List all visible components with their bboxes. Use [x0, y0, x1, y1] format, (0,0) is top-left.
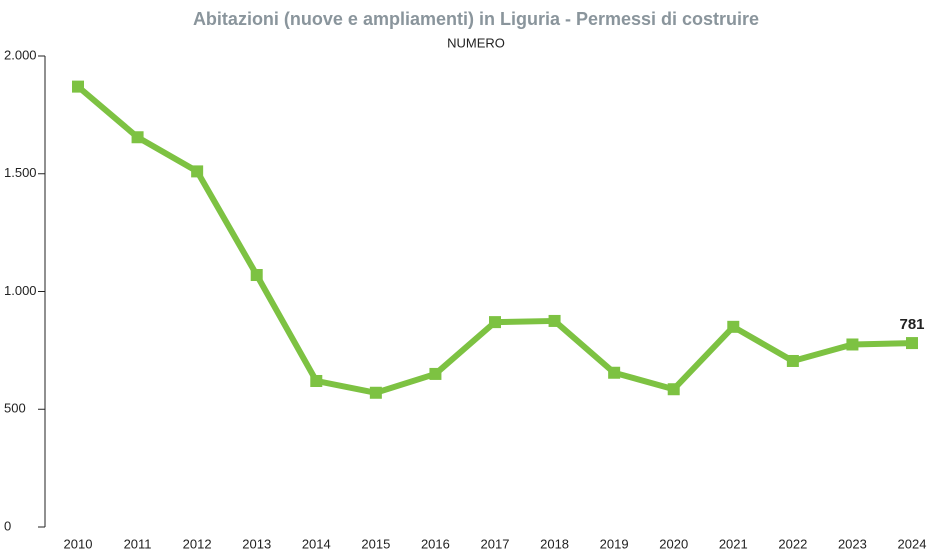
- point-marker: [846, 338, 859, 351]
- point-marker: [489, 316, 501, 329]
- point-marker: [131, 131, 144, 144]
- point-marker: [608, 366, 621, 379]
- chart-title: Abitazioni (nuove e ampliamenti) in Ligu…: [193, 9, 759, 29]
- point-marker: [429, 367, 442, 380]
- point-marker: [250, 269, 263, 282]
- x-tick-label: 2012: [183, 536, 212, 551]
- point-marker: [310, 374, 323, 387]
- x-tick-label: 2021: [719, 536, 748, 551]
- y-tick-label: 2.000: [4, 47, 37, 62]
- x-tick-label: 2017: [481, 536, 510, 551]
- x-tick-label: 2019: [600, 536, 629, 551]
- point-marker: [906, 337, 918, 350]
- y-tick-label: 1.500: [4, 165, 37, 180]
- chart-subtitle: NUMERO: [447, 35, 505, 50]
- x-tick-label: 2022: [778, 536, 807, 551]
- x-tick-label: 2015: [361, 536, 390, 551]
- x-tick-label: 2020: [659, 536, 688, 551]
- x-tick-label: 2011: [124, 536, 152, 551]
- point-marker: [548, 314, 561, 327]
- point-marker: [369, 386, 382, 399]
- x-tick-label: 2016: [421, 536, 450, 551]
- point-marker: [786, 354, 799, 367]
- y-tick-label: 500: [4, 401, 26, 416]
- point-marker: [727, 320, 740, 333]
- x-tick-label: 2024: [898, 536, 927, 551]
- y-tick-label: 0: [4, 518, 11, 533]
- series-line: [76, 84, 913, 396]
- data-label: 781: [899, 316, 924, 333]
- x-tick-label: 2014: [302, 536, 331, 551]
- x-tick-label: 2018: [540, 536, 569, 551]
- point-marker: [667, 383, 680, 396]
- point-marker: [72, 80, 84, 93]
- y-tick-label: 1.000: [4, 283, 37, 298]
- x-tick-label: 2023: [838, 536, 867, 551]
- x-tick-label: 2013: [242, 536, 271, 551]
- x-tick-label: 2010: [64, 536, 93, 551]
- point-marker: [191, 165, 204, 178]
